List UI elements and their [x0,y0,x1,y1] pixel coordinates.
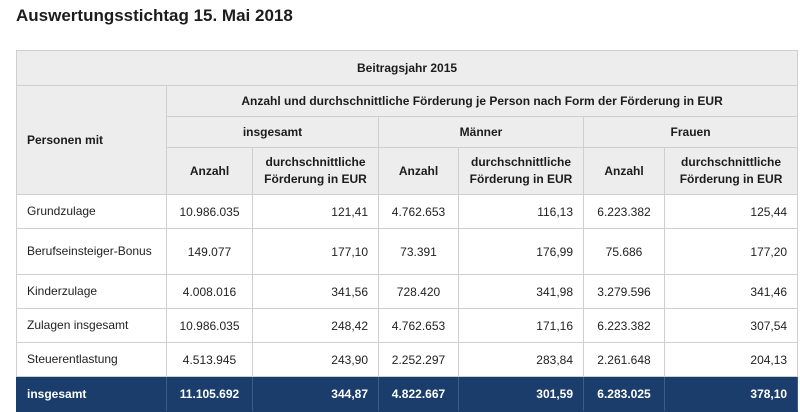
cell-count: 728.420 [378,274,459,309]
cell-average: 341,56 [252,274,379,309]
cell-average: 341,46 [663,274,799,309]
group-header-women: Frauen [582,116,799,148]
statistics-table: Beitragsjahr 2015 Personen mit Anzahl un… [15,50,799,412]
cell-count: 75.686 [583,228,665,275]
table-row: Kinderzulage 4.008.016 341,56 728.420 34… [16,274,799,309]
group-header-row: insgesamt Männer Frauen [17,116,799,148]
row-label: Kinderzulage [16,274,167,309]
cell-average: 243,90 [252,342,379,377]
cell-count: 6.223.382 [583,194,665,229]
cell-count: 4.762.653 [378,194,459,229]
cell-count: 10.986.035 [166,308,253,343]
total-row: insgesamt 11.105.692 344,87 4.822.667 30… [16,376,799,412]
cell-count: 4.008.016 [166,274,253,309]
cell-average: 307,54 [663,308,799,343]
row-label: Steuerentlastung [16,342,167,377]
description-header: Anzahl und durchschnittliche Förderung j… [165,85,799,117]
year-header-row: Beitragsjahr 2015 [15,50,799,86]
total-count: 6.283.025 [583,376,665,412]
year-header: Beitragsjahr 2015 [15,50,799,86]
cell-average: 176,99 [458,228,584,275]
cell-average: 248,42 [252,308,379,343]
persons-header: Personen mit [16,85,167,195]
group-header-total: insgesamt [166,116,379,148]
column-header-count: Anzahl [166,147,253,195]
total-average: 344,87 [252,376,379,412]
group-header-men: Männer [378,116,584,148]
cell-average: 116,13 [458,194,584,229]
total-average: 378,10 [663,376,799,412]
cell-count: 149.077 [166,228,253,275]
total-average: 301,59 [458,376,584,412]
column-header-average: durchschnittliche Förderung in EUR [663,147,799,195]
total-count: 11.105.692 [166,376,253,412]
description-header-row: Personen mit Anzahl und durchschnittlich… [16,85,799,195]
column-header-average: durchschnittliche Förderung in EUR [252,147,379,195]
cell-count: 4.513.945 [166,342,253,377]
cell-average: 204,13 [663,342,799,377]
cell-count: 6.223.382 [583,308,665,343]
cell-average: 171,16 [458,308,584,343]
page-title: Auswertungsstichtag 15. Mai 2018 [16,6,293,25]
column-header-count: Anzahl [378,147,459,195]
cell-average: 177,20 [663,228,799,275]
table-row: Zulagen insgesamt 10.986.035 248,42 4.76… [16,308,799,343]
column-header-row: Anzahl durchschnittliche Förderung in EU… [17,147,799,195]
table-row: Berufseinsteiger-Bonus 149.077 177,10 73… [16,228,799,275]
row-label: Berufseinsteiger-Bonus [16,228,167,275]
cell-average: 177,10 [252,228,379,275]
cell-count: 10.986.035 [166,194,253,229]
cell-average: 283,84 [458,342,584,377]
cell-average: 125,44 [663,194,799,229]
cell-average: 121,41 [252,194,379,229]
table-row: Grundzulage 10.986.035 121,41 4.762.653 … [16,194,799,229]
cell-count: 2.261.648 [583,342,665,377]
table-row: Steuerentlastung 4.513.945 243,90 2.252.… [16,342,799,377]
row-label: Zulagen insgesamt [16,308,167,343]
column-header-count: Anzahl [583,147,665,195]
total-count: 4.822.667 [378,376,459,412]
cell-count: 73.391 [378,228,459,275]
column-header-average: durchschnittliche Förderung in EUR [458,147,584,195]
cell-average: 341,98 [458,274,584,309]
cell-count: 4.762.653 [378,308,459,343]
row-label: Grundzulage [16,194,167,229]
total-label: insgesamt [16,376,167,412]
cell-count: 3.279.596 [583,274,665,309]
cell-count: 2.252.297 [378,342,459,377]
